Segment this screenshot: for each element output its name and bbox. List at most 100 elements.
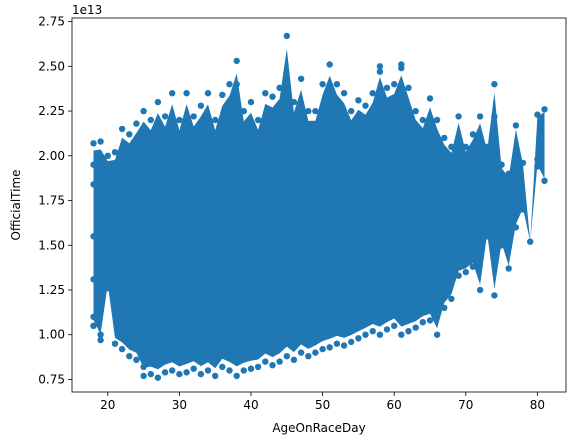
scatter-point	[348, 107, 355, 115]
scatter-point	[161, 369, 169, 376]
scatter-point	[233, 372, 240, 380]
scatter-point	[133, 356, 140, 363]
scatter-point	[305, 353, 312, 360]
scatter-point	[254, 363, 262, 371]
scatter-point	[219, 363, 226, 371]
scatter-point	[512, 122, 520, 129]
scatter-point	[97, 331, 104, 338]
scatter-point	[362, 331, 369, 338]
scatter-point	[340, 90, 348, 97]
x-tick-label: 50	[315, 398, 330, 412]
scatter-point	[183, 369, 190, 376]
scatter-point	[118, 125, 126, 133]
scatter-point	[326, 344, 333, 351]
scatter-point	[426, 317, 434, 324]
scatter-point	[383, 84, 391, 92]
plot-frame	[71, 17, 567, 393]
scatter-point	[441, 134, 448, 142]
scatter-point	[398, 331, 405, 338]
scatter-point	[419, 319, 426, 326]
scatter-point	[226, 81, 233, 88]
scatter-point	[219, 91, 226, 99]
y-tick-label: 1.75	[38, 194, 65, 208]
scatter-point	[312, 107, 319, 115]
scatter-point	[283, 32, 290, 40]
x-axis-label: AgeOnRaceDay	[272, 421, 365, 435]
scatter-point	[111, 340, 119, 347]
scatter-point	[97, 336, 104, 344]
scatter-point	[197, 370, 205, 378]
scatter-point	[462, 268, 469, 276]
scatter-point	[262, 358, 269, 365]
x-tick-label: 60	[387, 398, 402, 412]
scatter-point	[362, 102, 369, 109]
scatter-point	[161, 113, 169, 120]
scatter-point	[405, 84, 412, 92]
scatter-point	[355, 97, 362, 104]
scatter-point	[326, 61, 333, 68]
scatter-point	[419, 116, 426, 124]
x-tick-label: 80	[530, 398, 545, 412]
scatter-point	[118, 345, 126, 353]
scatter-point	[90, 140, 97, 147]
scatter-point	[369, 328, 376, 335]
scatter-point	[140, 107, 147, 115]
scatter-point	[448, 295, 455, 303]
y-tick-label: 1.00	[38, 328, 65, 342]
scatter-point	[147, 370, 154, 378]
scatter-point	[319, 81, 326, 88]
scatter-point	[376, 63, 384, 70]
dense-point-cloud	[93, 48, 545, 370]
scatter-point	[433, 116, 441, 124]
scatter-point	[262, 90, 269, 97]
scatter-point	[391, 322, 398, 329]
y-tick-label: 2.25	[38, 104, 65, 118]
scatter-point	[319, 345, 326, 353]
y-tick-label: 1.25	[38, 283, 65, 297]
scatter-point	[169, 90, 176, 97]
y-tick-label: 2.50	[38, 59, 65, 73]
scatter-point	[247, 98, 255, 106]
scatter-point	[154, 98, 162, 106]
scatter-point	[348, 338, 355, 346]
scatter-point	[469, 131, 477, 138]
scatter-point	[240, 367, 247, 374]
scatter-point	[269, 93, 276, 100]
scatter-point	[212, 372, 219, 380]
scatter-point	[233, 57, 240, 65]
y-axis-label: OfficialTime	[9, 169, 23, 240]
scatter-point	[90, 322, 97, 329]
scatter-point	[505, 265, 512, 272]
scatter-point	[476, 113, 484, 120]
scatter-point	[269, 362, 276, 369]
scatter-point	[398, 64, 405, 72]
scatter-point	[426, 95, 434, 102]
scatter-point	[340, 342, 348, 349]
scatter-point	[312, 349, 319, 356]
scatter-point	[104, 152, 112, 159]
scatter-point	[376, 331, 384, 338]
scatter-point	[305, 107, 312, 115]
scatter-point	[355, 335, 362, 342]
scatter-point	[491, 81, 498, 88]
y-tick-label: 2.00	[38, 149, 65, 163]
scatter-point	[290, 356, 298, 363]
scatter-point	[297, 75, 305, 83]
y-tick-label: 2.75	[38, 15, 65, 29]
scatter-point	[140, 372, 147, 380]
scatter-point	[383, 326, 391, 333]
y-offset-label: 1e13	[72, 3, 102, 17]
y-axis-ticks: 0.75 1.00 1.25 1.50 1.75 2.00 2.25 2.50 2.75	[38, 15, 72, 386]
x-tick-label: 40	[243, 398, 258, 412]
scatter-point	[247, 365, 255, 372]
scatter-point	[147, 116, 154, 124]
scatter-point	[369, 90, 376, 97]
scatter-point	[197, 102, 205, 109]
scatter-point	[283, 353, 290, 360]
scatter-point	[126, 131, 133, 138]
scatter-point	[126, 353, 133, 360]
scatter-point	[455, 113, 462, 120]
scatter-point	[254, 116, 262, 124]
scatter-point	[169, 367, 176, 374]
